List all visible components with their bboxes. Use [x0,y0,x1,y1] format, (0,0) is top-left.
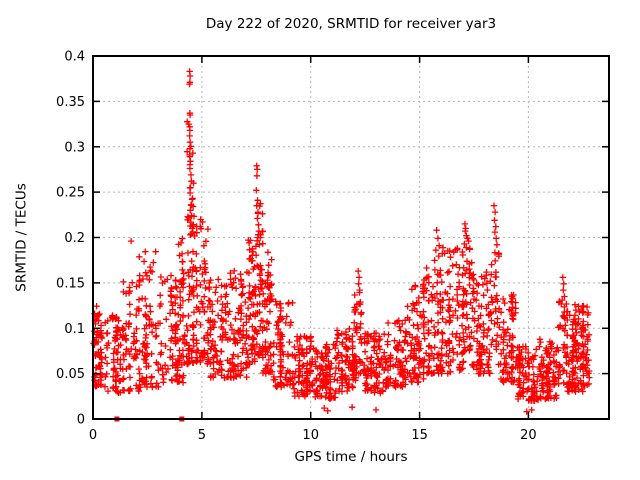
y-tick-label: 0.1 [64,322,85,337]
y-tick-label: 0.05 [56,367,85,382]
x-tick-label: 5 [198,428,206,443]
y-tick-label: 0.15 [56,276,85,291]
tick-labels: 0 0.05 0.1 0.15 0.2 0.25 0.3 0.35 0.4 0 5 10 15 20 [56,50,537,444]
x-tick-label: 15 [411,428,428,443]
y-tick-label: 0 [77,413,85,428]
y-tick-label: 0.35 [56,95,85,110]
x-tick-label: 0 [89,428,97,443]
chart-title: Day 222 of 2020, SRMTID for receiver yar… [205,16,497,32]
x-tick-label: 20 [520,428,537,443]
data-points [90,68,593,415]
y-tick-label: 0.4 [64,50,85,65]
tick-marks [92,55,609,420]
x-axis-label: GPS time / hours [294,449,408,465]
y-tick-label: 0.25 [56,186,85,201]
x-tick-label: 10 [302,428,319,443]
y-tick-label: 0.3 [64,140,85,155]
y-axis-label: SRMTID / TECUs [13,183,30,292]
y-tick-label: 0.2 [64,231,85,246]
